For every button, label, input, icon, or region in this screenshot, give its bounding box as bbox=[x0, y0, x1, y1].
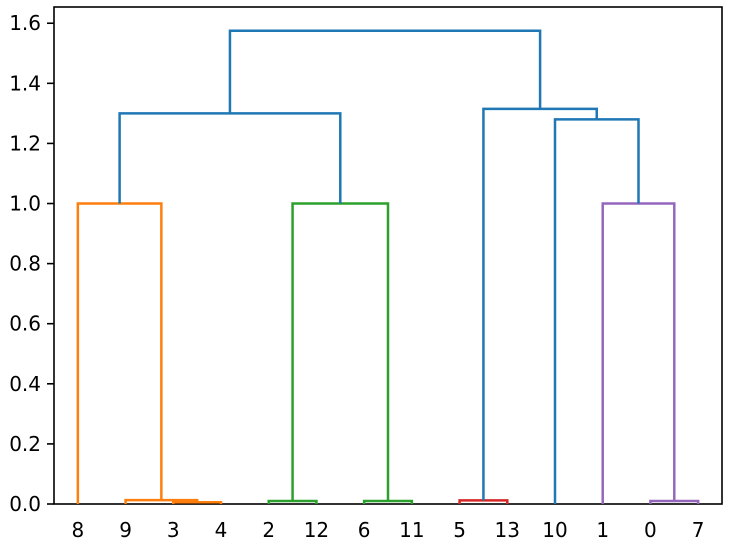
dendrogram-link-blue bbox=[228, 29, 542, 114]
x-axis-leaf-label: 2 bbox=[262, 518, 275, 542]
y-axis-tick-label: 0.0 bbox=[9, 492, 41, 516]
x-axis-leaf-label: 11 bbox=[399, 518, 424, 542]
y-axis-tick-label: 1.4 bbox=[9, 71, 41, 95]
y-axis-tick-label: 1.6 bbox=[9, 11, 41, 35]
plot-border bbox=[53, 6, 723, 505]
y-axis-tick-label: 0.4 bbox=[9, 372, 41, 396]
x-axis-leaf-label: 10 bbox=[542, 518, 567, 542]
x-axis-leaf-label: 4 bbox=[215, 518, 228, 542]
x-axis-leaf-label: 0 bbox=[644, 518, 657, 542]
x-axis-leaf-label: 12 bbox=[304, 518, 329, 542]
x-axis-leaf-label: 6 bbox=[358, 518, 371, 542]
x-axis-leaf-label: 5 bbox=[453, 518, 466, 542]
x-axis-leaf-label: 13 bbox=[495, 518, 520, 542]
y-axis-tick-label: 1.0 bbox=[9, 192, 41, 216]
dendrogram-link-blue bbox=[482, 107, 598, 501]
x-axis-leaf-label: 1 bbox=[596, 518, 609, 542]
x-axis-leaf-label: 9 bbox=[119, 518, 132, 542]
x-axis-leaf-label: 7 bbox=[692, 518, 705, 542]
x-axis-leaf-label: 3 bbox=[167, 518, 180, 542]
y-axis-tick-label: 0.6 bbox=[9, 312, 41, 336]
y-axis-tick-label: 0.8 bbox=[9, 252, 41, 276]
dendrogram-link-blue bbox=[553, 118, 640, 504]
y-axis-tick-label: 1.2 bbox=[9, 131, 41, 155]
y-axis-tick-label: 0.2 bbox=[9, 432, 41, 456]
x-axis-leaf-label: 8 bbox=[71, 518, 84, 542]
dendrogram-link-orange bbox=[124, 498, 199, 504]
